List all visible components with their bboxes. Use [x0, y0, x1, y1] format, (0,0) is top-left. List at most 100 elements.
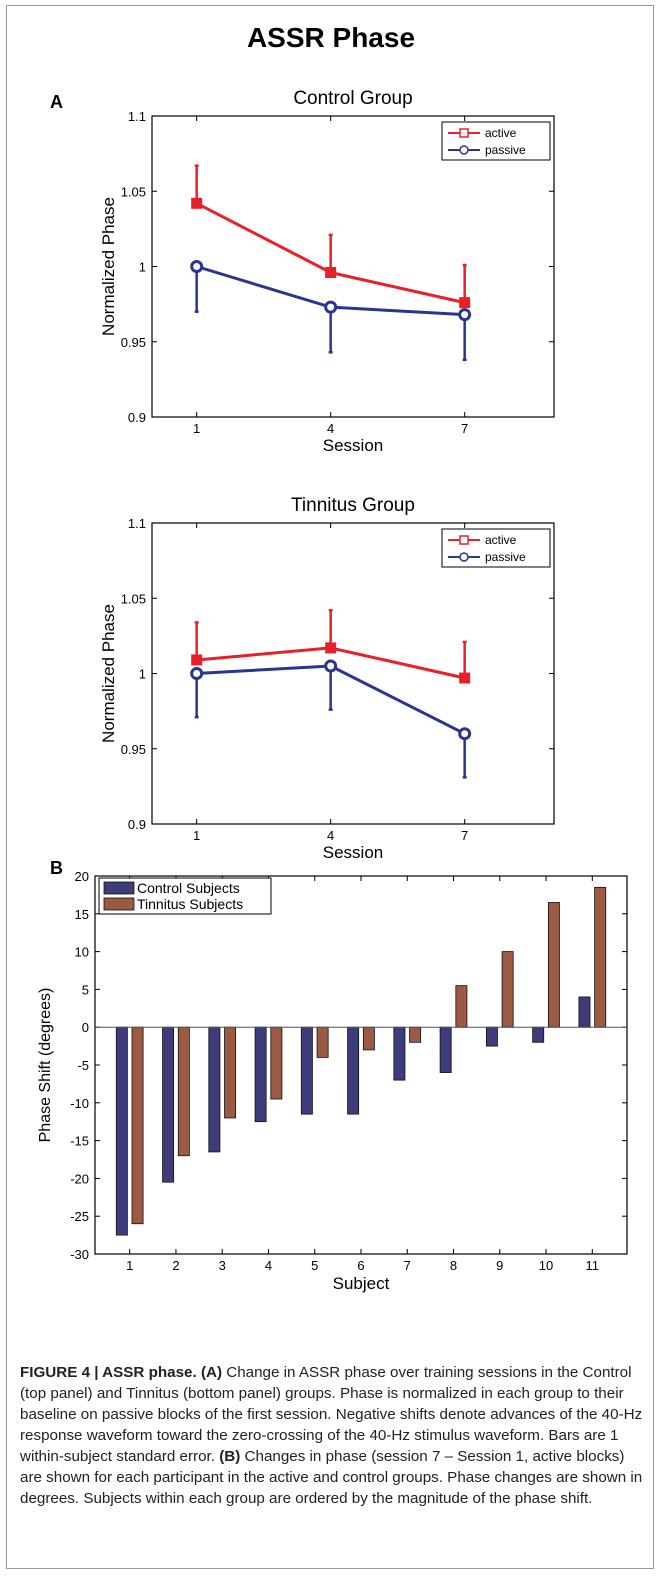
- phase-shift-chart-ytick-label: 0: [82, 1020, 89, 1035]
- control-chart-passive-point: [458, 308, 472, 322]
- phase-shift-chart-tinnitus-subjects-bar: [270, 1026, 283, 1100]
- control-chart-legend-passive-marker: [459, 145, 469, 155]
- tinnitus-chart-active-point: [459, 672, 471, 684]
- phase-shift-chart-ytick-label: -30: [70, 1247, 89, 1262]
- phase-shift-chart-xtick-label: 2: [172, 1258, 179, 1273]
- phase-shift-chart-ytick-label: -20: [70, 1171, 89, 1186]
- phase-shift-chart-tinnitus-subjects-bar: [594, 886, 607, 1028]
- control-chart-active-point: [191, 197, 203, 209]
- phase-shift-chart-tinnitus-subjects-bar: [547, 902, 560, 1028]
- tinnitus-chart-active-point: [191, 654, 203, 666]
- phase-shift-chart-tinnitus-subjects-bar: [362, 1026, 375, 1051]
- control-chart-ytick-label: 0.9: [128, 410, 146, 425]
- phase-shift-chart-tinnitus-subjects-bar: [177, 1026, 190, 1157]
- phase-shift-chart-legend-control-subjects-label: Control Subjects: [137, 880, 240, 896]
- phase-shift-chart-xlabel: Subject: [333, 1274, 390, 1293]
- tinnitus-chart-ytick-label: 0.9: [128, 817, 146, 832]
- phase-shift-chart-tinnitus-subjects-bar: [455, 985, 468, 1028]
- figure-main-title: ASSR Phase: [246, 22, 416, 53]
- caption-heading: FIGURE 4 | ASSR phase.: [20, 1364, 197, 1381]
- phase-shift-chart-ytick-label: -25: [70, 1209, 89, 1224]
- control-chart-ytick-label: 1: [139, 260, 146, 275]
- tinnitus-chart-ylabel: Normalized Phase: [99, 604, 118, 743]
- phase-shift-chart-control-subjects-bar: [347, 1026, 360, 1115]
- phase-shift-chart-ytick-label: -5: [77, 1058, 89, 1073]
- phase-shift-chart-ytick-label: 20: [75, 869, 89, 884]
- tinnitus-chart-passive-point: [190, 667, 204, 680]
- tinnitus-chart-legend-passive-marker: [459, 552, 469, 562]
- phase-shift-chart-control-subjects-bar: [578, 996, 591, 1028]
- control-chart-ytick-label: 1.05: [121, 184, 146, 199]
- control-chart-passive-point: [324, 300, 338, 314]
- phase-shift-chart-control-subjects-bar: [115, 1026, 128, 1236]
- tinnitus-chart-xtick-label: 4: [327, 828, 334, 843]
- phase-shift-chart-control-subjects-bar: [162, 1026, 175, 1183]
- phase-shift-chart-legend-tinnitus-subjects-swatch: [103, 897, 135, 911]
- control-chart-ytick-label: 0.95: [121, 335, 146, 350]
- tinnitus-chart-passive-point: [324, 659, 338, 673]
- phase-shift-chart-tinnitus-subjects-bar: [501, 951, 514, 1028]
- control-chart-xlabel: Session: [323, 436, 383, 455]
- control-chart-active-point: [325, 267, 337, 279]
- phase-shift-chart-control-subjects-bar: [439, 1026, 452, 1073]
- tinnitus-chart-title: Tinnitus Group: [291, 495, 415, 516]
- phase-shift-chart-ytick-label: -15: [70, 1134, 89, 1149]
- phase-shift-chart-legend-control-subjects-swatch: [103, 881, 135, 895]
- tinnitus-chart-xlabel: Session: [323, 843, 383, 862]
- tinnitus-chart-legend-active-label: active: [485, 533, 517, 547]
- control-chart-legend-passive-label: passive: [485, 143, 526, 157]
- phase-shift-chart-plot-frame: [94, 875, 628, 1255]
- phase-shift-chart-xtick-label: 9: [496, 1258, 503, 1273]
- phase-shift-chart-tinnitus-subjects-bar: [409, 1026, 422, 1043]
- control-chart-legend-active-label: active: [485, 126, 517, 140]
- control-chart-xtick-label: 7: [461, 421, 468, 436]
- control-chart-legend-active-marker: [459, 128, 469, 138]
- tinnitus-chart-ytick-label: 1.1: [128, 516, 146, 531]
- phase-shift-chart-xtick-label: 7: [404, 1258, 411, 1273]
- phase-shift-chart-ytick-label: -10: [70, 1096, 89, 1111]
- figure-caption: FIGURE 4 | ASSR phase. (A) Change in ASS…: [20, 1362, 645, 1509]
- phase-shift-chart-xtick-label: 6: [357, 1258, 364, 1273]
- phase-shift-chart-xtick-label: 5: [311, 1258, 318, 1273]
- tinnitus-chart-ytick-label: 0.95: [121, 742, 146, 757]
- control-chart-title: Control Group: [293, 88, 412, 109]
- tinnitus-chart-legend-passive-label: passive: [485, 550, 526, 564]
- caption-b-text: Changes in phase (session 7 – Session 1,…: [20, 1448, 643, 1507]
- phase-shift-chart-control-subjects-bar: [393, 1026, 406, 1081]
- phase-shift-chart-ytick-label: 15: [75, 907, 89, 922]
- phase-shift-chart-tinnitus-subjects-bar: [316, 1026, 329, 1058]
- phase-shift-chart-ylabel: Phase Shift (degrees): [37, 988, 54, 1143]
- tinnitus-chart-ytick-label: 1: [139, 667, 146, 682]
- phase-shift-chart-legend-tinnitus-subjects-label: Tinnitus Subjects: [137, 896, 243, 912]
- tinnitus-chart-passive-point: [458, 727, 472, 741]
- control-chart-passive-point: [190, 260, 204, 273]
- phase-shift-chart-control-subjects-bar: [208, 1026, 221, 1153]
- caption-a-text: Change in ASSR phase over training sessi…: [20, 1364, 643, 1465]
- phase-shift-chart-control-subjects-bar: [300, 1026, 313, 1115]
- control-chart-ylabel: Normalized Phase: [99, 197, 118, 336]
- phase-shift-chart-xtick-label: 8: [450, 1258, 457, 1273]
- tinnitus-chart-legend-active-marker: [459, 535, 469, 545]
- phase-shift-chart-xtick-label: 11: [586, 1258, 600, 1273]
- caption-a-label: (A): [200, 1364, 223, 1381]
- phase-shift-chart-ytick-label: 5: [82, 982, 89, 997]
- tinnitus-chart-xtick-label: 7: [461, 828, 468, 843]
- panel-a-label: A: [50, 92, 63, 112]
- phase-shift-chart-xtick-label: 3: [219, 1258, 226, 1273]
- tinnitus-chart-xtick-label: 1: [193, 828, 200, 843]
- panel-b-label: B: [50, 858, 63, 878]
- phase-shift-chart-control-subjects-bar: [485, 1026, 498, 1047]
- phase-shift-chart-control-subjects-bar: [254, 1026, 267, 1123]
- phase-shift-chart-control-subjects-bar: [532, 1026, 545, 1043]
- phase-shift-chart-tinnitus-subjects-bar: [224, 1026, 237, 1119]
- phase-shift-chart-ytick-label: 10: [75, 945, 89, 960]
- control-chart-ytick-label: 1.1: [128, 109, 146, 124]
- control-chart-xtick-label: 1: [193, 421, 200, 436]
- phase-shift-chart-xtick-label: 10: [539, 1258, 553, 1273]
- phase-shift-chart-tinnitus-subjects-bar: [131, 1026, 144, 1225]
- control-chart-xtick-label: 4: [327, 421, 334, 436]
- figure-frame: [6, 5, 654, 1569]
- phase-shift-chart-xtick-label: 1: [126, 1258, 133, 1273]
- caption-b-label: (B): [219, 1448, 241, 1465]
